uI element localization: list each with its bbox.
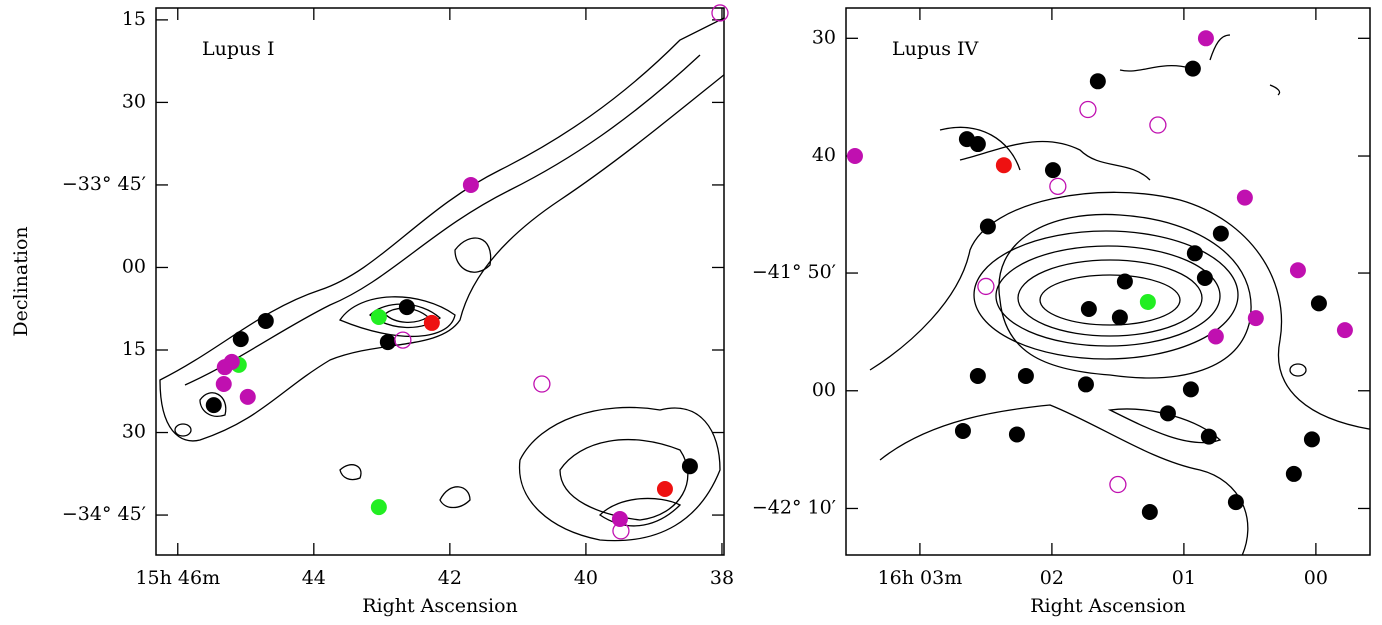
y-tick-label: −33° 45′	[62, 173, 146, 195]
point	[1109, 475, 1127, 494]
point	[1049, 177, 1067, 195]
x-tick-label: 44	[302, 567, 326, 589]
point	[1077, 376, 1094, 393]
point	[1139, 293, 1156, 310]
point	[215, 376, 232, 393]
point	[1116, 273, 1133, 290]
point	[257, 312, 274, 329]
point	[462, 176, 479, 193]
contours	[159, 17, 724, 542]
point	[423, 314, 440, 331]
y-tick-label: 00	[122, 255, 146, 277]
point	[1197, 30, 1214, 47]
x-axis-label: Right Ascension	[1030, 595, 1186, 617]
point	[533, 375, 551, 393]
point	[1008, 426, 1025, 443]
point	[232, 331, 249, 348]
point	[239, 388, 256, 405]
point	[1159, 405, 1176, 422]
point	[979, 218, 996, 235]
point	[1200, 428, 1217, 445]
point	[1079, 100, 1097, 119]
plot-frame	[845, 7, 1371, 556]
point	[995, 157, 1012, 174]
y-tick-label: 30	[122, 90, 146, 112]
y-tick-label: 30	[122, 421, 146, 443]
point	[1310, 295, 1327, 312]
point	[1017, 367, 1034, 384]
x-axis-label: Right Ascension	[362, 595, 518, 617]
point	[1236, 189, 1253, 206]
y-tick-label: 00	[812, 379, 836, 401]
point	[1149, 116, 1167, 134]
x-tick-label: 38	[710, 567, 734, 589]
point	[216, 359, 233, 376]
point	[379, 334, 396, 351]
point	[1080, 300, 1097, 317]
x-tick-label: 15h 46m	[135, 567, 220, 589]
y-axis-label: Declination	[10, 226, 32, 336]
y-tick-label: −42° 10′	[752, 496, 836, 518]
point	[977, 277, 995, 296]
point	[846, 148, 863, 165]
point	[370, 499, 387, 516]
x-tick-label: 00	[1304, 567, 1328, 589]
contours	[869, 34, 1370, 555]
y-tick-label: 15	[122, 8, 146, 30]
point	[398, 299, 415, 316]
point	[1336, 322, 1353, 339]
point	[1207, 328, 1224, 345]
x-tick-label: 16h 03m	[878, 567, 963, 589]
panel-title: Lupus I	[202, 38, 275, 60]
y-tick-label: 30	[812, 26, 836, 48]
point	[1089, 73, 1106, 90]
point	[969, 367, 986, 384]
y-tick-label: 15	[122, 338, 146, 360]
point	[656, 480, 673, 497]
point	[1044, 162, 1061, 179]
point	[969, 136, 986, 153]
point	[1212, 225, 1229, 242]
point	[711, 4, 729, 22]
y-tick-label: −34° 45′	[62, 503, 146, 525]
plot-frame	[155, 7, 725, 556]
point	[1182, 381, 1199, 398]
panel-title: Lupus IV	[892, 38, 979, 60]
point	[370, 308, 387, 325]
x-tick-label: 02	[1040, 567, 1064, 589]
point	[1303, 431, 1320, 448]
point	[1196, 269, 1213, 286]
x-tick-label: 40	[574, 567, 598, 589]
x-tick-label: 42	[438, 567, 462, 589]
point	[1227, 494, 1244, 511]
point	[1186, 245, 1203, 262]
point	[1289, 262, 1306, 279]
point	[612, 522, 630, 540]
point	[205, 397, 222, 414]
point	[1285, 465, 1302, 482]
point	[681, 458, 698, 475]
point	[1141, 504, 1158, 521]
point	[394, 331, 412, 349]
x-tick-label: 01	[1172, 567, 1196, 589]
point	[1184, 60, 1201, 77]
y-tick-label: −41° 50′	[752, 261, 836, 283]
y-tick-label: 40	[812, 144, 836, 166]
point	[1111, 309, 1128, 326]
point	[1247, 310, 1264, 327]
point	[954, 422, 971, 439]
